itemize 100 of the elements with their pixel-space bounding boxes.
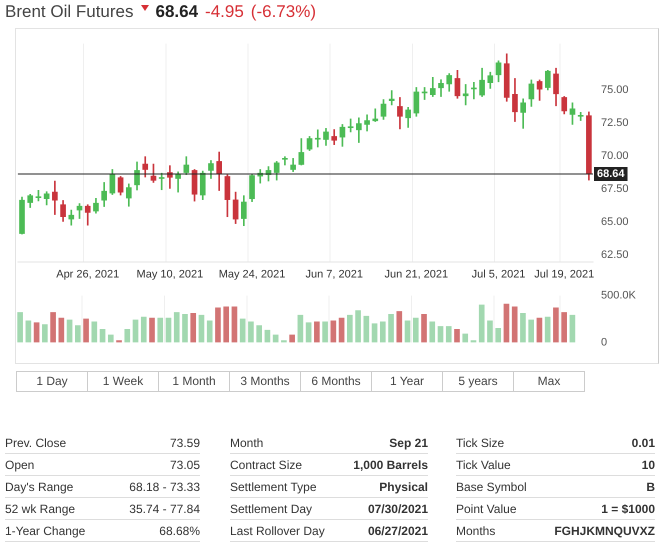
bar <box>462 334 468 342</box>
text: 52 wk Range <box>5 501 76 518</box>
bar <box>108 334 114 342</box>
x-tick-label: Jun 21, 2021 <box>384 268 448 280</box>
text: 1,000 Barrels <box>353 457 428 474</box>
bar <box>272 334 278 342</box>
text: -4.95 <box>205 2 244 22</box>
text: 0.01 <box>632 435 655 452</box>
bar <box>438 326 444 342</box>
text: 1 Month <box>159 372 230 391</box>
text: 1-Year Change <box>5 523 86 540</box>
bar <box>157 318 164 342</box>
text: 06/27/2021 <box>368 523 428 540</box>
bar <box>100 328 106 342</box>
bar <box>190 313 196 342</box>
bar <box>240 318 246 342</box>
bar <box>58 318 64 342</box>
text: 73.05 <box>170 457 200 474</box>
text: Settlement Day <box>230 501 312 518</box>
text: 1 = $1000 <box>601 501 655 518</box>
bar <box>174 312 180 342</box>
chart-title: Brent Oil Futures <box>5 2 134 22</box>
y-tick-label: 62.50 <box>601 249 629 262</box>
bar <box>404 320 410 342</box>
text: B <box>646 479 655 496</box>
bar <box>363 316 370 342</box>
text: Last Rollover Day <box>230 523 325 540</box>
bar <box>446 326 452 342</box>
bar <box>26 320 32 342</box>
text: 6 Months <box>301 372 372 391</box>
bar <box>306 322 312 342</box>
bar <box>223 306 230 342</box>
bar <box>478 304 485 342</box>
candlestick <box>36 190 42 202</box>
text: Prev. Close <box>5 435 66 452</box>
bar <box>17 312 23 342</box>
bar <box>91 321 98 342</box>
bar <box>330 320 336 342</box>
bar <box>495 328 502 342</box>
bar <box>182 314 188 342</box>
bar <box>298 314 304 342</box>
text: Day's Range <box>5 479 74 496</box>
text: 10 <box>642 457 655 474</box>
bar <box>421 314 427 342</box>
bar <box>314 321 320 342</box>
text: Tick Size <box>456 435 504 452</box>
bar <box>570 314 576 342</box>
bar <box>338 318 344 342</box>
y-tick-label: 72.50 <box>601 116 629 129</box>
text: (-6.73%) <box>250 2 316 22</box>
text: Max <box>536 373 562 390</box>
y-tick-label: 67.50 <box>601 183 629 196</box>
bar <box>355 310 361 342</box>
bar <box>42 324 48 342</box>
y-tick-label: 500.0K <box>601 290 637 302</box>
bar <box>74 325 81 342</box>
bar <box>232 306 238 342</box>
bar <box>454 328 460 342</box>
x-tick-label: Jun 7, 2021 <box>305 268 363 280</box>
bar <box>166 318 172 342</box>
y-tick-label: 75.00 <box>601 84 629 96</box>
bar <box>140 316 147 342</box>
x-tick-label: May 10, 2021 <box>136 268 204 280</box>
bar <box>396 311 402 342</box>
bar <box>561 312 567 342</box>
y-tick-label: 0 <box>601 336 608 348</box>
ref-line-label: 68.64 <box>597 168 626 180</box>
bar <box>132 320 138 342</box>
bar <box>520 313 526 342</box>
y-tick-label: 70.00 <box>601 150 629 162</box>
bar <box>215 307 221 342</box>
text: Settlement Type <box>230 479 316 496</box>
text: 35.74 - 77.84 <box>129 501 200 518</box>
text: 3 Months <box>230 372 301 391</box>
bar <box>372 323 378 342</box>
bar <box>248 321 254 342</box>
bar <box>83 318 89 342</box>
text: Tick Value <box>456 457 511 474</box>
bar <box>504 304 510 342</box>
bar <box>553 307 559 342</box>
bar <box>264 330 270 342</box>
bar <box>412 318 419 342</box>
text: Month <box>230 435 264 452</box>
text: 1 Day <box>17 372 88 391</box>
text: 1 Year <box>372 372 443 391</box>
bar <box>66 320 72 342</box>
y-tick-label: 65.00 <box>601 216 629 228</box>
text: 1 Week <box>88 372 159 391</box>
text: Point Value <box>456 501 516 518</box>
text: 68.18 - 73.33 <box>129 479 200 496</box>
bar <box>544 316 550 342</box>
candlestick <box>422 87 428 100</box>
bar <box>289 334 295 342</box>
text: Base Symbol <box>456 479 527 496</box>
x-tick-label: Apr 26, 2021 <box>56 268 120 280</box>
text: Sep 21 <box>389 435 428 452</box>
text: 5 years <box>443 372 514 391</box>
x-tick-label: Jul 5, 2021 <box>472 268 526 280</box>
bar <box>528 320 534 342</box>
text: 68.68% <box>159 523 200 540</box>
